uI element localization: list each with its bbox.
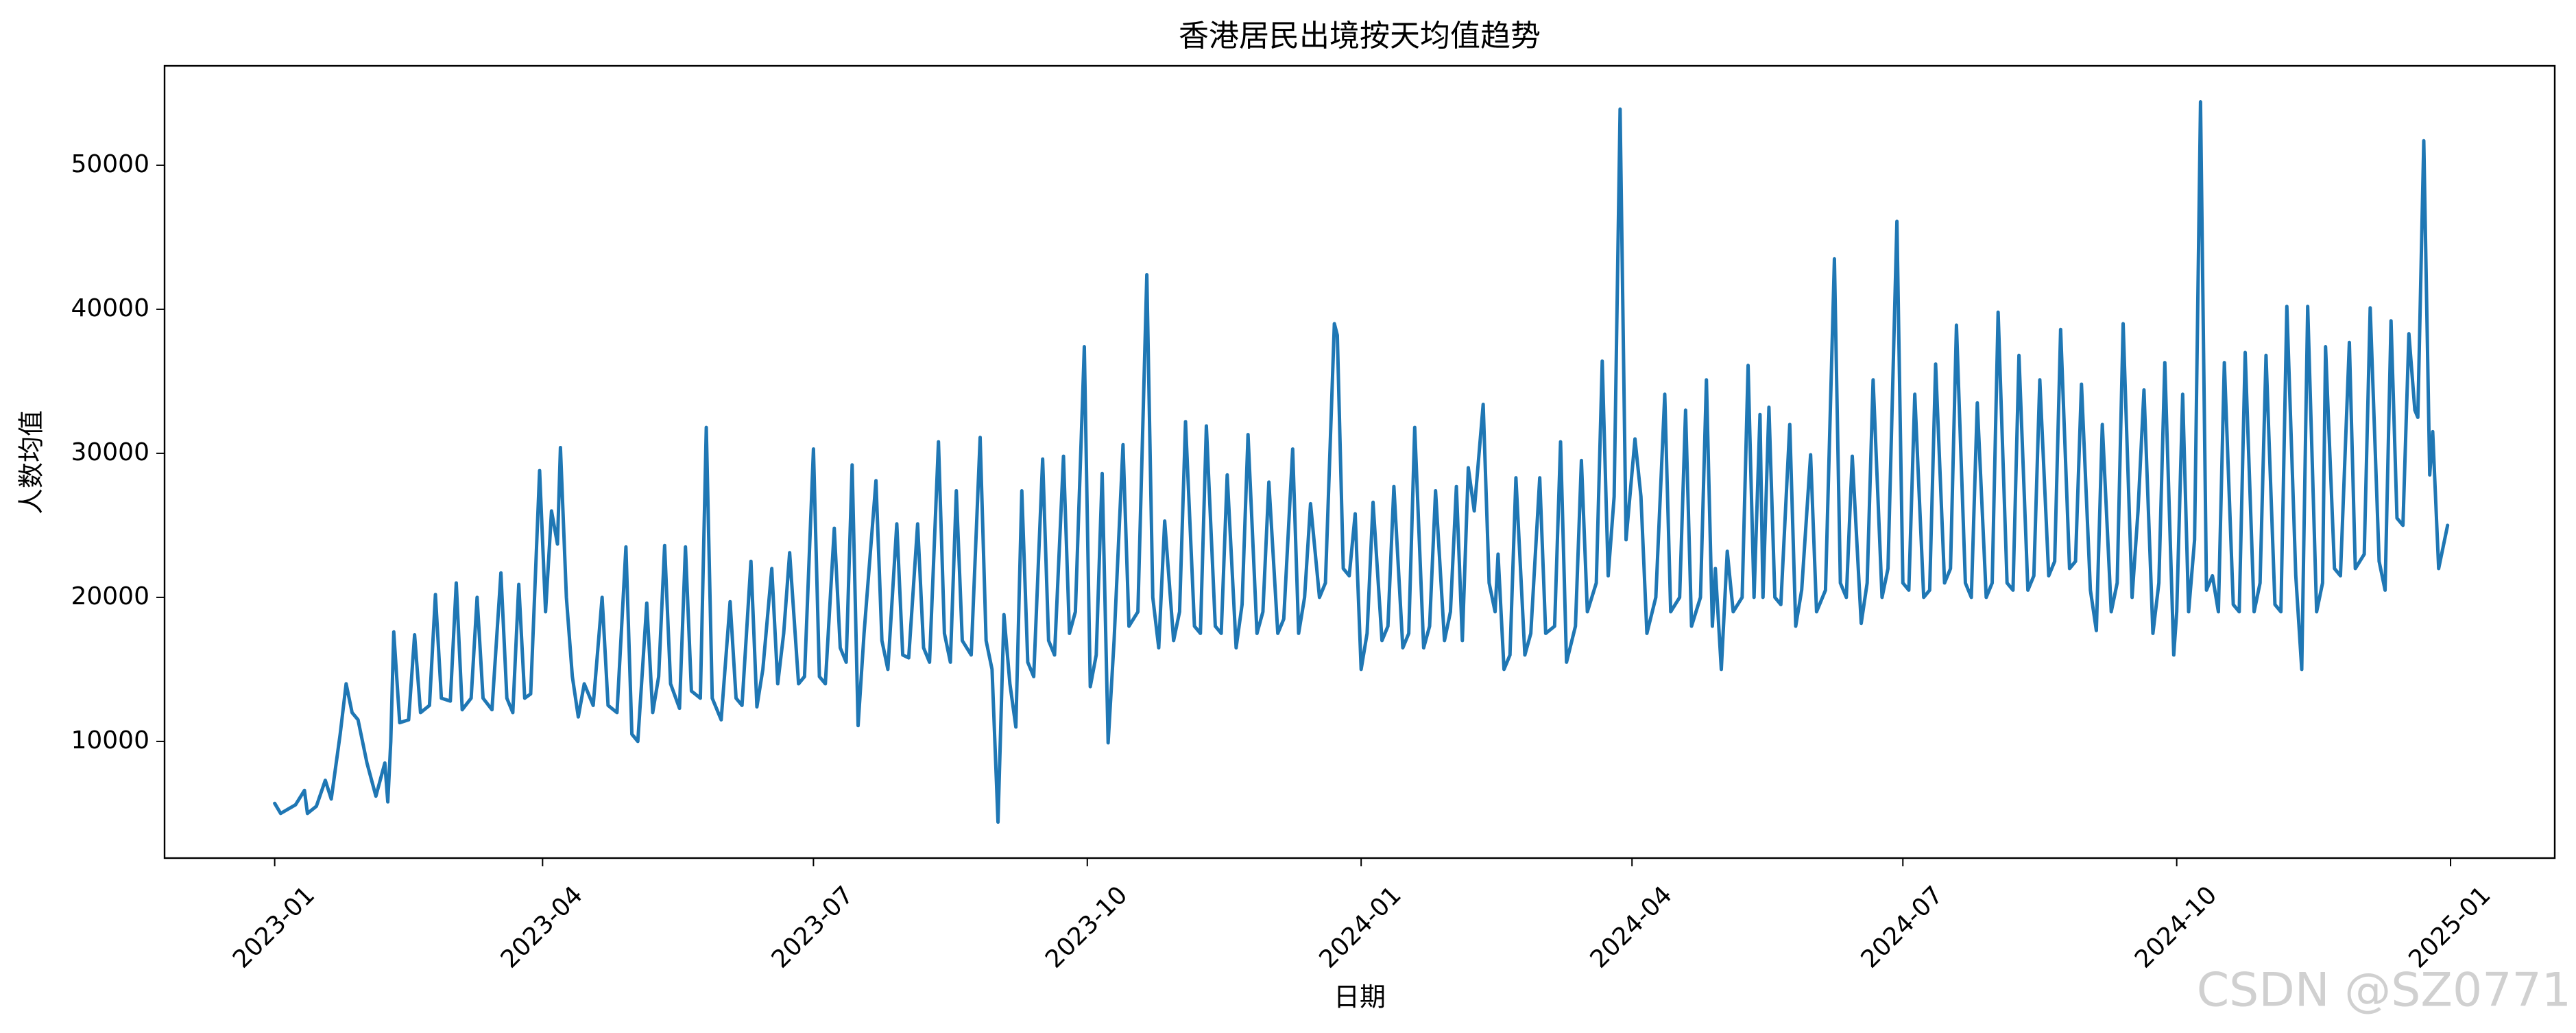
data-line [273, 100, 2450, 824]
watermark: CSDN @SZ0771 [2197, 964, 2571, 1018]
y-tick-label: 50000 [71, 150, 149, 178]
plot-frame [163, 64, 2556, 859]
y-tick-label: 10000 [71, 726, 149, 755]
chart-title: 香港居民出境按天均值趋势 [1179, 19, 1541, 54]
y-axis-label: 人数均值 [16, 410, 47, 514]
y-tick-label: 30000 [71, 438, 149, 466]
y-tick-label: 20000 [71, 582, 149, 610]
y-tick-label: 40000 [71, 294, 149, 322]
x-axis-label: 日期 [1334, 982, 1386, 1012]
